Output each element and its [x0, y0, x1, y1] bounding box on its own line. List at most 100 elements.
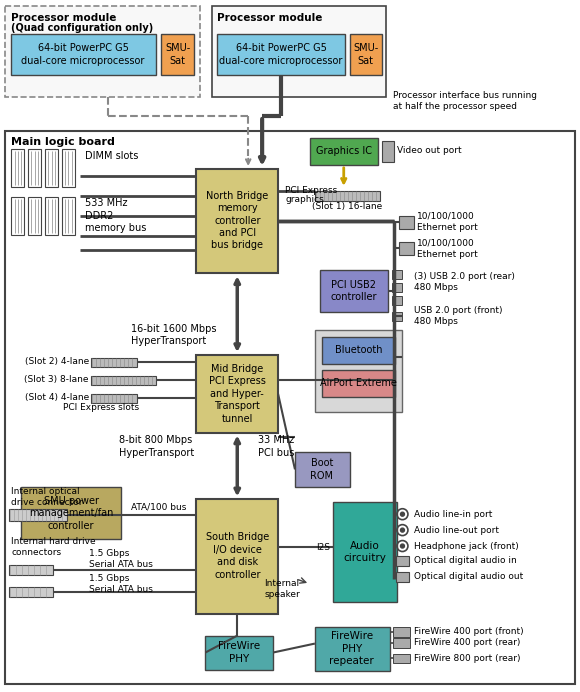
Text: 33 MHz
PCI bus: 33 MHz PCI bus	[258, 435, 295, 457]
Text: Processor module: Processor module	[12, 12, 117, 23]
Text: Optical digital audio out: Optical digital audio out	[414, 572, 524, 581]
Bar	[45, 149, 58, 187]
Bar	[393, 627, 411, 637]
Bar	[12, 149, 24, 187]
Bar	[12, 33, 155, 75]
Bar	[45, 197, 58, 235]
Text: Boot
ROM: Boot ROM	[310, 458, 333, 481]
Bar	[400, 216, 414, 228]
Text: I2S: I2S	[316, 543, 330, 552]
Text: (3) USB 2.0 port (rear)
480 Mbps: (3) USB 2.0 port (rear) 480 Mbps	[414, 272, 515, 292]
Bar	[12, 197, 24, 235]
Bar	[91, 376, 155, 385]
Circle shape	[400, 528, 404, 532]
Text: Mid Bridge
PCI Express
and Hyper-
Transport
tunnel: Mid Bridge PCI Express and Hyper- Transp…	[209, 364, 266, 424]
Text: SMU power
management/fan
controller: SMU power management/fan controller	[29, 495, 113, 531]
Text: Headphone jack (front): Headphone jack (front)	[414, 542, 519, 551]
Bar	[205, 636, 273, 671]
Text: Processor module: Processor module	[218, 12, 322, 23]
Bar	[392, 283, 403, 292]
Bar	[9, 587, 53, 597]
Text: 533 MHz
DDR2
memory bus: 533 MHz DDR2 memory bus	[85, 198, 146, 233]
Text: South Bridge
I/O device
and disk
controller: South Bridge I/O device and disk control…	[206, 532, 269, 580]
Text: PCI USB2
controller: PCI USB2 controller	[331, 280, 377, 302]
Bar	[393, 637, 411, 648]
Bar	[21, 487, 121, 539]
Circle shape	[400, 544, 404, 548]
Text: 10/100/1000
Ethernet port: 10/100/1000 Ethernet port	[418, 239, 478, 259]
Bar	[28, 149, 41, 187]
Text: Audio line-in port: Audio line-in port	[414, 510, 493, 519]
Text: 1.5 Gbps
Serial ATA bus: 1.5 Gbps Serial ATA bus	[89, 549, 153, 569]
Text: graphics: graphics	[285, 195, 324, 204]
Bar	[322, 337, 396, 364]
Bar	[212, 6, 386, 97]
Bar	[161, 33, 194, 75]
Text: Main logic board: Main logic board	[12, 137, 115, 147]
Text: SMU-
Sat: SMU- Sat	[353, 43, 378, 66]
Bar	[62, 197, 75, 235]
Bar	[392, 296, 403, 305]
Text: (Slot 1) 16-lane: (Slot 1) 16-lane	[311, 202, 382, 211]
Text: 64-bit PowerPC G5
dual-core microprocessor: 64-bit PowerPC G5 dual-core microprocess…	[219, 43, 343, 66]
Bar	[91, 394, 137, 403]
Text: 64-bit PowerPC G5
dual-core microprocessor: 64-bit PowerPC G5 dual-core microprocess…	[21, 43, 144, 66]
Bar	[197, 499, 278, 614]
Bar	[333, 502, 397, 602]
Bar	[392, 271, 403, 280]
Bar	[9, 565, 53, 575]
Text: FireWire 400 port (rear): FireWire 400 port (rear)	[414, 638, 521, 647]
Text: Internal hard drive
connectors: Internal hard drive connectors	[12, 537, 96, 557]
Bar	[315, 627, 390, 671]
Bar	[322, 370, 396, 397]
Text: (Slot 3) 8-lane: (Slot 3) 8-lane	[24, 375, 89, 384]
Text: PCI Express: PCI Express	[285, 186, 338, 195]
Bar	[310, 138, 378, 165]
Text: Internal optical
drive connector: Internal optical drive connector	[12, 487, 83, 507]
Circle shape	[400, 512, 404, 516]
Bar	[9, 509, 67, 521]
Text: 16-bit 1600 Mbps
HyperTransport: 16-bit 1600 Mbps HyperTransport	[130, 324, 216, 346]
Bar	[393, 653, 411, 664]
Bar	[62, 149, 75, 187]
Text: Optical digital audio in: Optical digital audio in	[414, 556, 517, 565]
Text: 10/100/1000
Ethernet port: 10/100/1000 Ethernet port	[418, 212, 478, 232]
Text: ATA/100 bus: ATA/100 bus	[130, 502, 186, 511]
Bar	[295, 453, 350, 487]
Bar	[197, 355, 278, 432]
Text: 8-bit 800 Mbps
HyperTransport: 8-bit 800 Mbps HyperTransport	[119, 435, 194, 457]
Bar	[28, 197, 41, 235]
Bar	[218, 33, 345, 75]
Bar	[320, 271, 387, 312]
Text: FireWire
PHY: FireWire PHY	[218, 641, 260, 664]
Bar	[197, 169, 278, 273]
Text: Processor interface bus running
at half the processor speed: Processor interface bus running at half …	[393, 91, 536, 111]
Text: DIMM slots: DIMM slots	[85, 151, 139, 161]
Bar	[397, 556, 409, 566]
Text: Video out port: Video out port	[397, 147, 462, 156]
Bar	[392, 312, 403, 321]
Bar	[397, 572, 409, 582]
Bar	[5, 131, 575, 684]
Text: Bluetooth: Bluetooth	[335, 345, 382, 355]
Text: FireWire 800 port (rear): FireWire 800 port (rear)	[414, 654, 521, 663]
Bar	[315, 191, 379, 201]
Text: Audio line-out port: Audio line-out port	[414, 526, 499, 535]
Bar	[5, 6, 201, 97]
Text: FireWire 400 port (front): FireWire 400 port (front)	[414, 627, 524, 636]
Text: (Quad configuration only): (Quad configuration only)	[12, 23, 154, 33]
Bar	[91, 358, 137, 367]
Text: North Bridge
memory
controller
and PCI
bus bridge: North Bridge memory controller and PCI b…	[206, 191, 269, 251]
Text: Internal
speaker: Internal speaker	[264, 579, 300, 599]
Text: FireWire
PHY
repeater: FireWire PHY repeater	[329, 631, 374, 666]
Bar	[350, 33, 382, 75]
Bar	[382, 141, 393, 162]
Text: (Slot 4) 4-lane: (Slot 4) 4-lane	[25, 393, 89, 402]
Text: SMU-
Sat: SMU- Sat	[165, 43, 190, 66]
Bar	[400, 242, 414, 255]
Bar	[315, 330, 403, 412]
Text: AirPort Extreme: AirPort Extreme	[320, 378, 397, 388]
Text: Audio
circuitry: Audio circuitry	[343, 541, 386, 563]
Text: Graphics IC: Graphics IC	[316, 146, 372, 156]
Text: 1.5 Gbps
Serial ATA bus: 1.5 Gbps Serial ATA bus	[89, 574, 153, 594]
